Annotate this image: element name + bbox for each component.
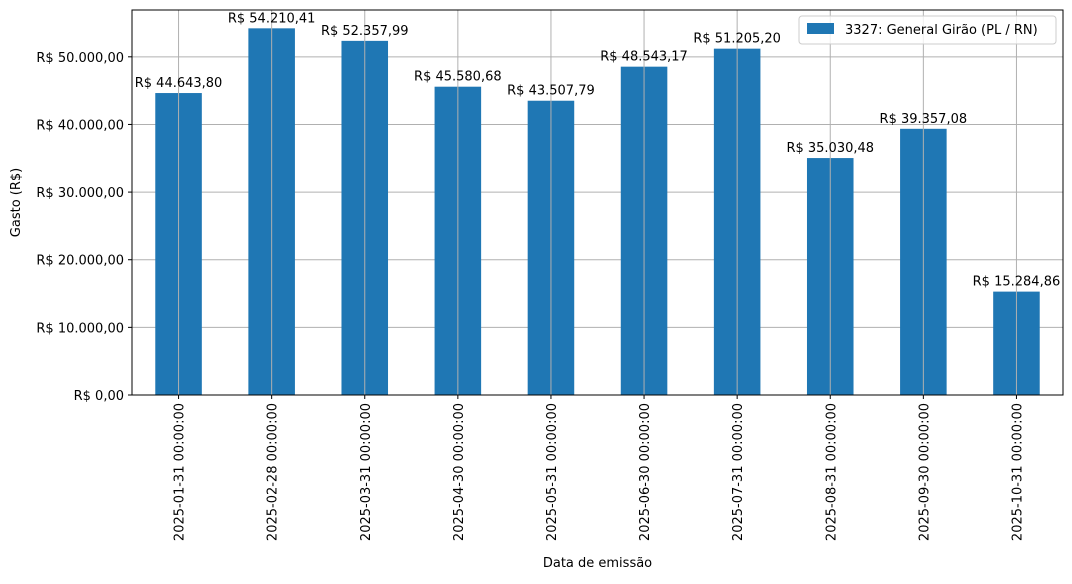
x-tick-label: 2025-08-31 00:00:00 — [824, 403, 839, 541]
x-tick-label: 2025-05-31 00:00:00 — [545, 403, 560, 541]
data-label: R$ 52.357,99 — [321, 24, 409, 39]
y-tick-label: R$ 0,00 — [74, 389, 124, 404]
legend-label: 3327: General Girão (PL / RN) — [845, 23, 1038, 38]
data-label: R$ 15.284,86 — [973, 275, 1061, 290]
legend-swatch — [807, 23, 834, 34]
x-tick-label: 2025-06-30 00:00:00 — [638, 403, 653, 541]
bars-layer — [155, 28, 1040, 396]
data-label: R$ 39.357,08 — [880, 112, 968, 127]
y-tick-label: R$ 20.000,00 — [36, 254, 124, 269]
y-tick-label: R$ 50.000,00 — [36, 51, 124, 66]
plot-frame — [131, 9, 1064, 396]
x-grid-layer — [178, 10, 1017, 395]
y-tick-label: R$ 30.000,00 — [36, 186, 124, 201]
y-tick-label: R$ 10.000,00 — [36, 321, 124, 336]
data-labels: R$ 44.643,80 R$ 54.210,41 R$ 52.357,99 R$ 4… — [135, 11, 1061, 289]
data-label: R$ 44.643,80 — [135, 76, 223, 91]
x-tick-label: 2025-10-31 00:00:00 — [1010, 403, 1025, 541]
x-axis-title: Data de emissão — [543, 556, 652, 571]
y-axis-title: Gasto (R$) — [9, 168, 24, 237]
x-tick-label: 2025-02-28 00:00:00 — [266, 403, 281, 541]
data-label: R$ 48.543,17 — [600, 50, 688, 65]
data-label: R$ 35.030,48 — [786, 141, 874, 156]
x-tick-label: 2025-04-30 00:00:00 — [452, 403, 467, 541]
data-label: R$ 45.580,68 — [414, 70, 502, 85]
data-label: R$ 51.205,20 — [693, 32, 781, 47]
x-tick-label: 2025-07-31 00:00:00 — [731, 403, 746, 541]
legend-box — [798, 15, 1057, 45]
x-tick-label: 2025-03-31 00:00:00 — [359, 403, 374, 541]
data-label: R$ 43.507,79 — [507, 84, 595, 99]
data-label: R$ 54.210,41 — [228, 11, 316, 26]
x-tick-label: 2025-09-30 00:00:00 — [917, 403, 932, 541]
y-tick-label: R$ 40.000,00 — [36, 118, 124, 133]
x-tick-label: 2025-01-31 00:00:00 — [173, 403, 188, 541]
y-axis: R$ 0,00 R$ 10.000,00 R$ 20.000,00 R$ 30.000… — [36, 51, 132, 404]
x-axis: 2025-01-31 00:00:00 2025-02-28 00:00:00 20… — [173, 395, 1025, 541]
legend: 3327: General Girão (PL / RN) — [798, 15, 1057, 45]
